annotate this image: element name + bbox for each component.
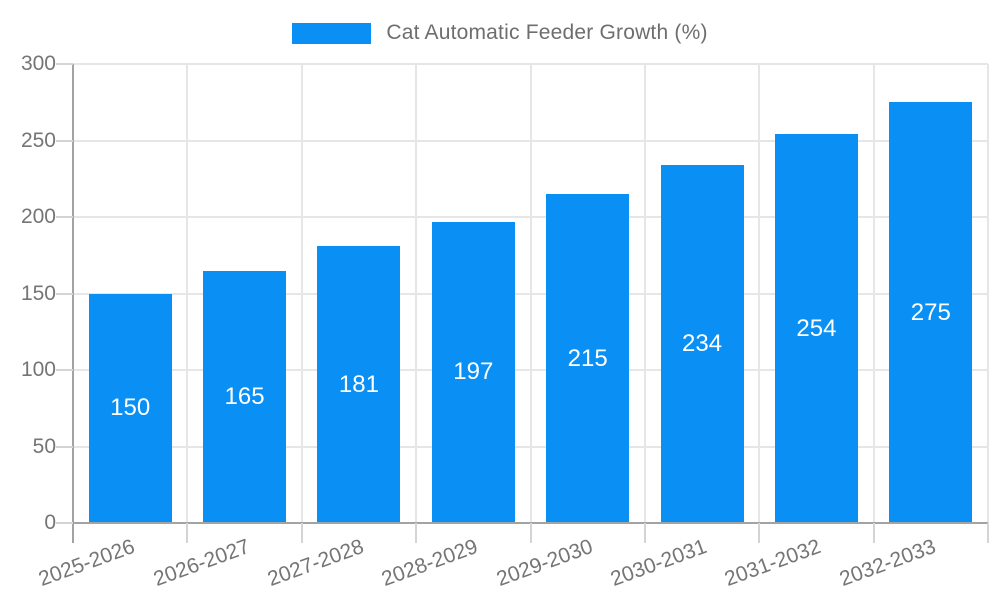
bar: 254 [774,134,858,523]
y-tick-mark [56,292,73,295]
gridline-vertical [186,64,189,523]
y-tick-mark [56,216,73,218]
gridline-vertical [529,64,532,523]
bar: 197 [431,221,515,523]
bar-value-label: 181 [338,370,379,398]
y-tick-label: 150 [20,281,56,305]
x-tick-mark [300,523,303,543]
bar: 234 [660,164,744,523]
y-axis-line [72,64,74,543]
y-tick-label: 300 [20,52,56,75]
y-tick-label: 0 [44,511,56,534]
bar-value-label: 150 [110,394,151,422]
x-tick-mark [643,523,646,543]
gridline-vertical [643,64,646,523]
x-tick-mark [529,523,532,543]
bar-value-label: 165 [224,382,265,410]
legend[interactable]: Cat Automatic Feeder Growth (%) [0,21,1000,45]
y-tick-mark [56,522,73,524]
y-tick-mark [56,369,73,371]
gridline-vertical [758,64,761,523]
bar: 275 [889,102,973,523]
x-tick-mark [186,523,189,543]
bar-value-label: 254 [796,314,837,342]
bar-value-label: 197 [453,358,494,386]
bar-value-label: 215 [567,344,608,372]
bar: 165 [203,270,287,523]
bar-value-label: 275 [910,298,951,326]
plot-area: 150 165 181 197 215 234 254 275 [73,63,989,523]
y-tick-label: 250 [20,128,56,152]
y-tick-mark [56,445,73,448]
legend-swatch [292,22,372,44]
x-tick-mark [415,523,418,543]
y-tick-label: 50 [32,434,56,458]
bar-value-label: 234 [682,329,723,357]
gridline-vertical [872,64,875,523]
gridline-vertical [415,64,418,523]
x-tick-mark [758,523,761,543]
bar: 181 [317,246,401,523]
y-tick-mark [56,63,73,65]
y-tick-label: 100 [20,358,56,381]
gridline-vertical [300,64,303,523]
y-tick-label: 200 [20,205,56,228]
legend-label: Cat Automatic Feeder Growth (%) [386,21,708,44]
y-tick-mark [56,139,73,142]
x-tick-mark [872,523,875,543]
x-tick-mark [987,523,989,543]
bar: 215 [546,194,630,523]
gridline-vertical [987,64,989,523]
bar: 150 [88,293,172,523]
